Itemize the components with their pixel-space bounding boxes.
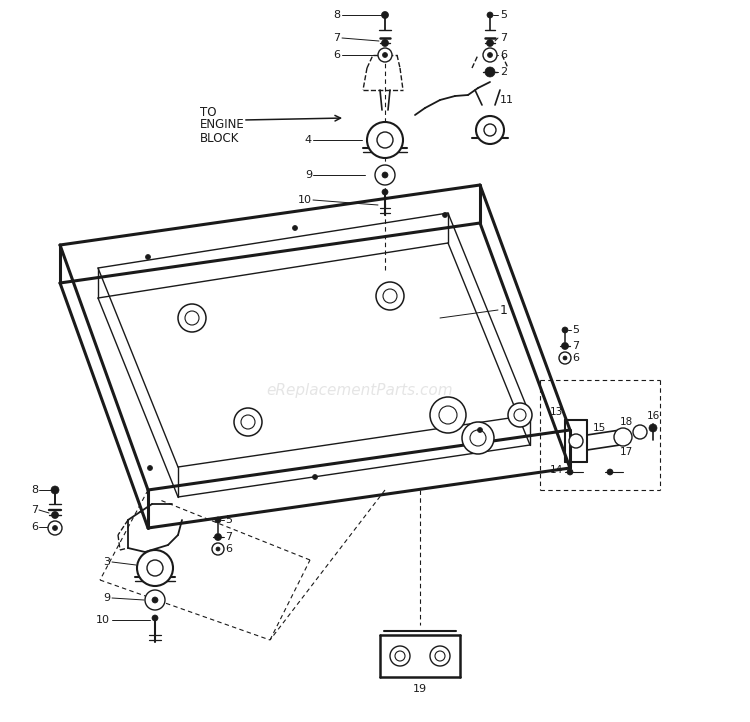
Circle shape xyxy=(52,511,58,518)
Circle shape xyxy=(367,122,403,158)
Text: 7: 7 xyxy=(333,33,340,43)
Circle shape xyxy=(48,521,62,535)
Circle shape xyxy=(383,289,397,303)
Text: 5: 5 xyxy=(572,325,579,335)
Circle shape xyxy=(439,406,457,424)
Circle shape xyxy=(483,48,497,62)
Circle shape xyxy=(485,67,495,77)
Text: 9: 9 xyxy=(103,593,110,603)
Circle shape xyxy=(607,469,613,475)
Circle shape xyxy=(382,40,388,46)
Circle shape xyxy=(462,422,494,454)
Text: 6: 6 xyxy=(225,544,232,554)
Text: eReplacementParts.com: eReplacementParts.com xyxy=(267,383,453,398)
Circle shape xyxy=(569,434,583,448)
Circle shape xyxy=(178,304,206,332)
Circle shape xyxy=(145,590,165,610)
Circle shape xyxy=(567,469,573,475)
Circle shape xyxy=(146,254,151,259)
Circle shape xyxy=(234,408,262,436)
Circle shape xyxy=(559,352,571,364)
Text: 7: 7 xyxy=(225,532,232,542)
Circle shape xyxy=(382,53,388,58)
Text: 16: 16 xyxy=(647,411,660,421)
Text: ENGINE: ENGINE xyxy=(200,118,244,131)
Circle shape xyxy=(470,430,486,446)
Circle shape xyxy=(562,342,568,349)
Text: 1: 1 xyxy=(500,303,508,316)
Text: 5: 5 xyxy=(225,515,232,525)
Circle shape xyxy=(514,409,526,421)
Circle shape xyxy=(382,189,388,195)
Circle shape xyxy=(508,403,532,427)
Circle shape xyxy=(435,651,445,661)
Circle shape xyxy=(378,48,392,62)
Circle shape xyxy=(147,560,163,576)
Circle shape xyxy=(375,165,395,185)
Circle shape xyxy=(395,651,405,661)
Circle shape xyxy=(633,425,647,439)
Circle shape xyxy=(185,311,199,325)
Circle shape xyxy=(430,397,466,433)
Circle shape xyxy=(442,212,448,217)
Text: TO: TO xyxy=(200,105,217,118)
Circle shape xyxy=(51,486,59,494)
Circle shape xyxy=(215,517,221,523)
Circle shape xyxy=(649,424,657,432)
Circle shape xyxy=(614,428,632,446)
Text: 2: 2 xyxy=(500,67,507,77)
Circle shape xyxy=(476,116,504,144)
Circle shape xyxy=(152,597,158,603)
Text: 14: 14 xyxy=(550,465,563,475)
Circle shape xyxy=(137,550,173,586)
Text: 4: 4 xyxy=(304,135,312,145)
Circle shape xyxy=(488,53,493,58)
Text: 6: 6 xyxy=(333,50,340,60)
Text: 9: 9 xyxy=(304,170,312,180)
Text: BLOCK: BLOCK xyxy=(200,131,239,144)
Text: 18: 18 xyxy=(620,417,633,427)
Circle shape xyxy=(563,356,567,360)
Text: 8: 8 xyxy=(31,485,38,495)
Circle shape xyxy=(53,526,58,531)
Circle shape xyxy=(216,547,220,551)
Text: 19: 19 xyxy=(413,684,427,694)
Text: 10: 10 xyxy=(96,615,110,625)
Circle shape xyxy=(376,282,404,310)
Text: 6: 6 xyxy=(572,353,579,363)
Text: 8: 8 xyxy=(333,10,340,20)
Circle shape xyxy=(292,225,298,230)
Text: 5: 5 xyxy=(500,10,507,20)
Text: 10: 10 xyxy=(298,195,312,205)
Circle shape xyxy=(382,12,388,19)
Circle shape xyxy=(390,646,410,666)
Circle shape xyxy=(313,474,317,479)
Circle shape xyxy=(241,415,255,429)
Text: 13: 13 xyxy=(550,407,563,417)
Text: 7: 7 xyxy=(31,505,38,515)
Circle shape xyxy=(152,615,158,621)
Circle shape xyxy=(382,172,388,178)
Circle shape xyxy=(562,327,568,333)
Text: 3: 3 xyxy=(103,557,110,567)
Text: 6: 6 xyxy=(500,50,507,60)
Text: 15: 15 xyxy=(593,423,606,433)
Text: 6: 6 xyxy=(31,522,38,532)
Circle shape xyxy=(377,132,393,148)
Circle shape xyxy=(430,646,450,666)
Text: 7: 7 xyxy=(572,341,579,351)
Circle shape xyxy=(148,466,152,471)
Circle shape xyxy=(214,534,221,541)
Text: 11: 11 xyxy=(500,95,514,105)
Circle shape xyxy=(212,543,224,555)
Circle shape xyxy=(487,40,494,46)
Circle shape xyxy=(484,124,496,136)
Circle shape xyxy=(487,12,493,18)
Circle shape xyxy=(478,427,482,432)
Text: 7: 7 xyxy=(500,33,507,43)
Text: 17: 17 xyxy=(620,447,633,457)
